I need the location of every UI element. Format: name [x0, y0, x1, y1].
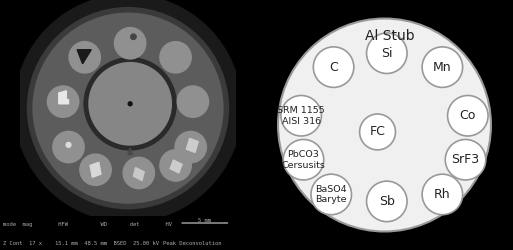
Text: Z Cont  17 x    15.1 mm  48.5 mm  BSED  25.00 kV: Z Cont 17 x 15.1 mm 48.5 mm BSED 25.00 k… [3, 240, 159, 246]
Text: mode  mag        HFW          WD       det        HV: mode mag HFW WD det HV [3, 222, 171, 227]
Text: 5 mm: 5 mm [199, 218, 211, 223]
Polygon shape [77, 50, 91, 64]
Text: SRM 1155
AISI 316: SRM 1155 AISI 316 [278, 106, 325, 126]
Polygon shape [59, 91, 69, 104]
Text: Co: Co [460, 109, 476, 122]
Circle shape [31, 11, 225, 205]
Text: Mn: Mn [433, 61, 451, 74]
Text: Peak Deconvolution: Peak Deconvolution [163, 240, 221, 246]
Circle shape [367, 33, 407, 74]
Circle shape [160, 150, 191, 181]
Circle shape [53, 131, 84, 163]
Text: Rh: Rh [434, 188, 451, 201]
Circle shape [360, 114, 396, 150]
Circle shape [177, 86, 209, 117]
Text: Sb: Sb [379, 195, 394, 208]
Circle shape [313, 47, 354, 88]
Text: FC: FC [369, 126, 385, 138]
Circle shape [283, 140, 324, 180]
Polygon shape [170, 160, 182, 173]
Circle shape [128, 102, 132, 106]
Circle shape [114, 28, 146, 59]
Text: SrF3: SrF3 [451, 153, 480, 166]
Circle shape [80, 154, 111, 186]
Polygon shape [90, 162, 101, 177]
Circle shape [281, 96, 322, 136]
Text: Si: Si [381, 47, 392, 60]
Circle shape [66, 142, 71, 147]
Circle shape [278, 18, 491, 232]
Text: Al Stub: Al Stub [365, 29, 415, 43]
Circle shape [87, 60, 173, 147]
Circle shape [131, 34, 136, 40]
Circle shape [69, 42, 101, 73]
Polygon shape [133, 168, 144, 180]
Circle shape [123, 157, 154, 189]
Polygon shape [186, 138, 199, 152]
Circle shape [175, 131, 206, 163]
Circle shape [445, 140, 486, 180]
Circle shape [447, 96, 488, 136]
Circle shape [311, 174, 351, 215]
Circle shape [367, 181, 407, 222]
Circle shape [422, 47, 463, 88]
Wedge shape [128, 148, 132, 154]
Text: C: C [329, 61, 338, 74]
Circle shape [422, 174, 463, 215]
Circle shape [160, 42, 191, 73]
Text: PbCO3
Cersusits: PbCO3 Cersusits [282, 150, 325, 170]
Text: BaSO4
Baryte: BaSO4 Baryte [315, 184, 347, 204]
Circle shape [14, 0, 242, 222]
Circle shape [47, 86, 79, 117]
